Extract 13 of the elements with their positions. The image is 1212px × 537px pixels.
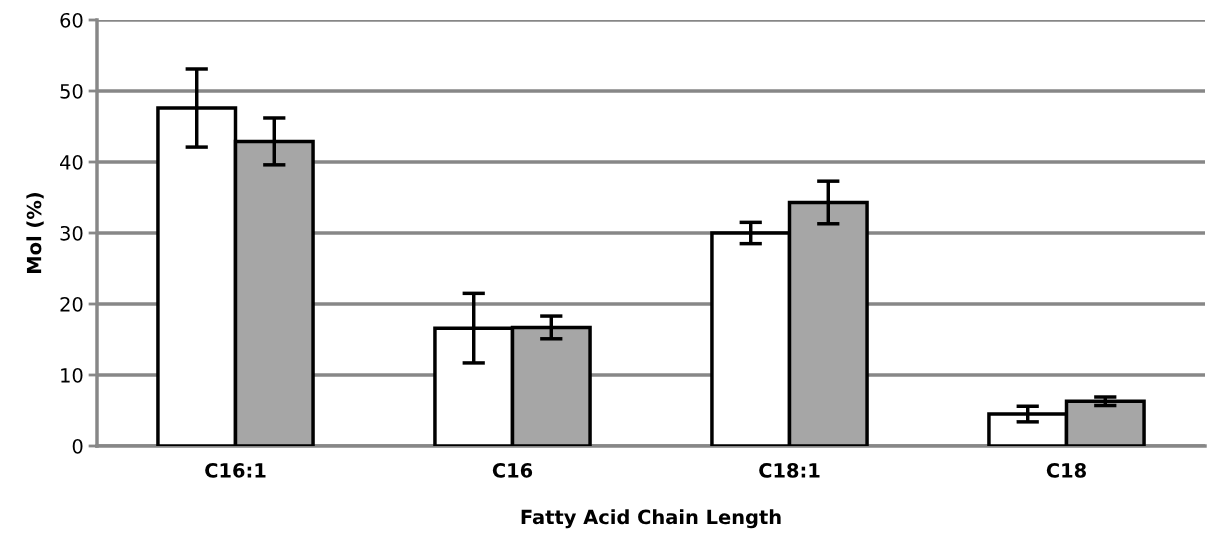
y-tick-label: 30	[60, 225, 83, 241]
y-tick-label: 50	[60, 83, 83, 99]
y-tick-label: 40	[60, 154, 83, 170]
x-tick-label: C16:1	[205, 463, 266, 478]
x-tick-label: C16	[492, 463, 533, 478]
x-axis-title: Fatty Acid Chain Length	[521, 509, 781, 529]
y-tick-label: 10	[61, 367, 83, 383]
y-axis-title: Mol (%)	[26, 192, 44, 273]
y-tick-label: 60	[60, 12, 83, 28]
y-tick-label: 0	[72, 438, 83, 454]
x-tick-label: C18	[1046, 463, 1086, 478]
y-tick-label: 20	[60, 296, 83, 312]
x-tick-label: C18:1	[759, 463, 820, 478]
